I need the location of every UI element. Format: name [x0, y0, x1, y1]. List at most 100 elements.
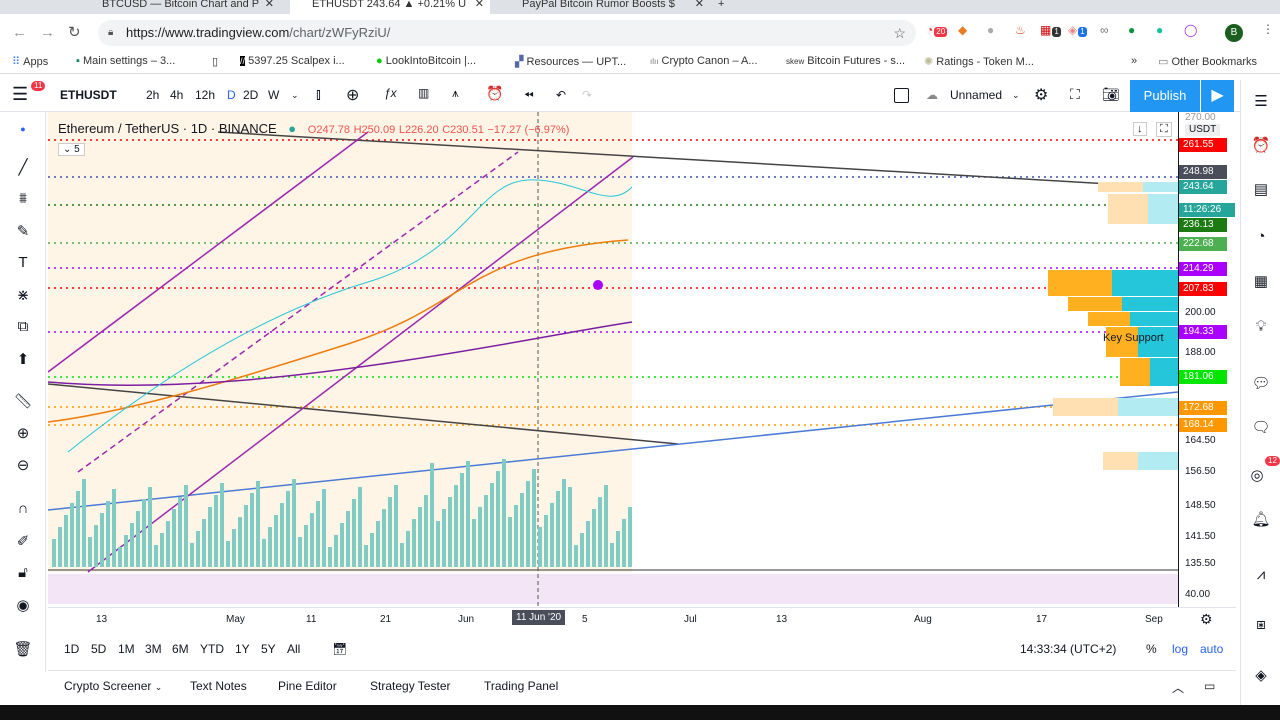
- log-scale-toggle[interactable]: log: [1172, 642, 1189, 656]
- star-icon[interactable]: ☆: [893, 25, 906, 41]
- bell-icon[interactable]: 🔔︎: [1251, 511, 1271, 528]
- close-icon[interactable]: ✕: [264, 0, 274, 10]
- extension-icon[interactable]: ●: [987, 23, 995, 37]
- calendar-icon[interactable]: ▦: [1253, 273, 1269, 290]
- grammarly-icon[interactable]: ●: [1156, 23, 1164, 37]
- fullscreen-icon[interactable]: ⛶: [1070, 86, 1080, 102]
- more-bookmarks-icon[interactable]: »: [1131, 55, 1138, 67]
- range-1d[interactable]: 1D: [64, 642, 80, 656]
- compare-icon[interactable]: ⊕: [346, 87, 360, 104]
- interval-2d[interactable]: 2D: [243, 88, 259, 102]
- metamask-icon[interactable]: ◆: [958, 23, 968, 37]
- interval-d[interactable]: D: [227, 88, 236, 102]
- tab-text-notes[interactable]: Text Notes: [190, 679, 247, 693]
- data-window-icon[interactable]: ▤: [1253, 181, 1269, 198]
- tab-strategy-tester[interactable]: Strategy Tester: [370, 679, 451, 693]
- maximize-icon[interactable]: ⛶: [1156, 122, 1172, 137]
- layout-name[interactable]: Unnamed: [950, 88, 1003, 102]
- bookmark[interactable]: skew Bitcoin Futures - s...: [786, 55, 906, 67]
- interval-4h[interactable]: 4h: [170, 88, 184, 102]
- notifications-icon[interactable]: ◎: [1250, 467, 1264, 484]
- browser-tab[interactable]: BTCUSD — Bitcoin Chart and P ✕: [80, 0, 280, 14]
- chat-icon[interactable]: 🗨︎: [1251, 419, 1271, 436]
- avatar[interactable]: B: [1225, 24, 1243, 42]
- camera-icon[interactable]: 📷︎: [1102, 86, 1120, 102]
- range-5d[interactable]: 5D: [91, 642, 107, 656]
- bookmark[interactable]: ● LookIntoBitcoin |...: [376, 55, 477, 67]
- time-axis[interactable]: 13 May 11 21 Jun 5 Jul 13 Aug 17 Sep 11 …: [48, 607, 1236, 631]
- range-6m[interactable]: 6M: [172, 642, 189, 656]
- goto-date-icon[interactable]: 📅︎: [332, 642, 348, 656]
- interval-w[interactable]: W: [268, 88, 280, 102]
- menu-icon[interactable]: ☰: [12, 84, 29, 104]
- back-icon[interactable]: ←: [12, 24, 27, 41]
- eye-icon[interactable]: ◉: [16, 597, 30, 614]
- bookmark[interactable]: // 5397.25 Scalpex i...: [240, 55, 345, 67]
- dot-icon[interactable]: ●: [20, 124, 26, 134]
- auto-scale-toggle[interactable]: auto: [1200, 642, 1224, 656]
- candles-icon[interactable]: ⫾: [316, 86, 321, 103]
- brush-icon[interactable]: ✎: [16, 223, 30, 240]
- arrow-up-icon[interactable]: ⬆: [16, 351, 30, 368]
- range-5y[interactable]: 5Y: [261, 642, 276, 656]
- alerts-clock-icon[interactable]: ⏰: [1251, 137, 1271, 154]
- magnet-icon[interactable]: ∩: [17, 500, 29, 517]
- templates-icon[interactable]: ⩚: [452, 86, 459, 100]
- order-panel-icon[interactable]: ⧆: [1256, 616, 1266, 633]
- cloud-icon[interactable]: ☁︎: [926, 88, 938, 102]
- range-all[interactable]: All: [287, 642, 301, 656]
- reload-icon[interactable]: ↻: [68, 24, 81, 41]
- hotlist-icon[interactable]: ◔: [1256, 228, 1266, 245]
- key-support-label[interactable]: Key Support: [1103, 332, 1164, 344]
- chevron-down-icon[interactable]: ⌄: [1012, 90, 1020, 100]
- maximize-panel-icon[interactable]: ▭: [1204, 679, 1216, 693]
- publish-button[interactable]: Publish: [1130, 80, 1200, 112]
- extension-icon[interactable]: ▦ 1: [1040, 23, 1061, 37]
- ruler-icon[interactable]: 📏︎: [13, 393, 33, 410]
- chevron-down-icon[interactable]: ⌄: [291, 90, 299, 100]
- interval-2h[interactable]: 2h: [146, 88, 160, 102]
- bookmark-folder[interactable]: ▭ Other Bookmarks: [1158, 56, 1258, 68]
- layout-icon[interactable]: [894, 88, 909, 103]
- scroll-to-latest-icon[interactable]: ↓: [1133, 122, 1147, 136]
- zoom-in-icon[interactable]: ⊕: [16, 425, 30, 442]
- bookmark-apps[interactable]: ⠿ Apps: [12, 56, 49, 68]
- alert-marker[interactable]: [593, 280, 603, 290]
- browser-tab[interactable]: PayPal Bitcoin Rumor Boosts $ ✕: [500, 0, 710, 14]
- extension-icon[interactable]: ●: [1128, 23, 1136, 37]
- pattern-icon[interactable]: ⋇: [16, 287, 30, 304]
- bookmark[interactable]: ▪ Main settings – 3...: [76, 55, 176, 67]
- bookmark[interactable]: ılıı Crypto Canon – A...: [650, 55, 758, 67]
- redo-icon[interactable]: ↷: [582, 88, 593, 102]
- price-axis[interactable]: 270.00 USDT 200.00 188.00 164.50 156.50 …: [1178, 112, 1236, 607]
- close-icon[interactable]: ✕: [474, 0, 484, 10]
- close-icon[interactable]: ✕: [694, 0, 704, 10]
- replay-icon[interactable]: ⏪︎: [524, 88, 534, 102]
- extension-icon[interactable]: ◯: [1184, 23, 1198, 37]
- tab-pine-editor[interactable]: Pine Editor: [278, 679, 337, 693]
- indicators-toggle[interactable]: ⌄ 5: [58, 143, 85, 156]
- percent-scale-toggle[interactable]: %: [1146, 642, 1157, 656]
- undo-icon[interactable]: ↶: [556, 88, 567, 102]
- address-bar[interactable]: 🔒︎ https://www.tradingview.com/chart/zWF…: [98, 20, 916, 46]
- bookmark[interactable]: ▞ Resources — UPT...: [515, 56, 627, 68]
- forward-icon[interactable]: →: [40, 24, 55, 41]
- chevron-up-icon[interactable]: ︿: [1172, 681, 1185, 695]
- trend-line-icon[interactable]: ╱: [18, 159, 28, 176]
- extension-icon[interactable]: ♨: [1015, 23, 1026, 37]
- ideas-icon[interactable]: 💡︎: [1255, 318, 1267, 335]
- range-1m[interactable]: 1M: [118, 642, 135, 656]
- zoom-out-icon[interactable]: ⊖: [16, 457, 30, 474]
- play-icon[interactable]: ▶: [1201, 80, 1234, 112]
- gear-icon[interactable]: ⚙: [1034, 87, 1049, 104]
- range-1y[interactable]: 1Y: [235, 642, 250, 656]
- layers-icon[interactable]: ◈: [1255, 667, 1267, 684]
- extension-icon[interactable]: ∞: [1100, 23, 1109, 37]
- browser-tab-active[interactable]: ETHUSDT 243.64 ▲ +0.21% U ✕: [290, 0, 490, 14]
- trash-icon[interactable]: 🗑︎: [13, 641, 33, 658]
- bookmark[interactable]: ▯: [212, 56, 219, 68]
- bookmark[interactable]: ✺ Ratings - Token M...: [924, 56, 1034, 68]
- indicators-icon[interactable]: ƒx: [384, 86, 397, 100]
- tab-trading-panel[interactable]: Trading Panel: [484, 679, 559, 693]
- fib-icon[interactable]: ⩩: [18, 190, 27, 207]
